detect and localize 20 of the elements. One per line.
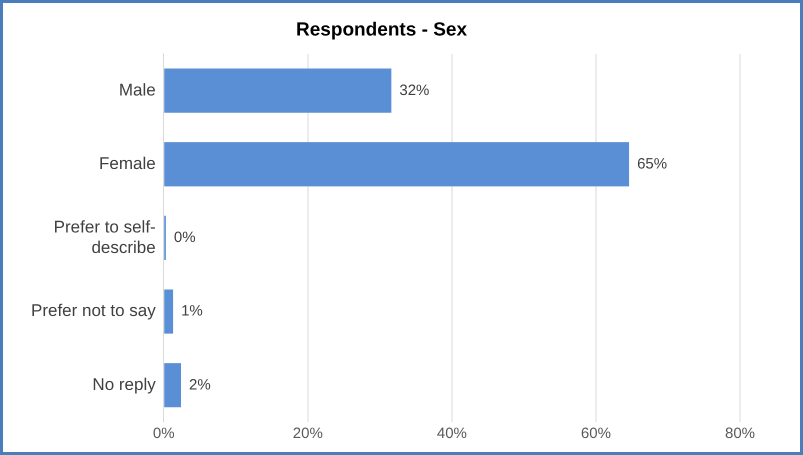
x-tick-label: 20% — [292, 425, 323, 442]
data-label: 1% — [181, 302, 203, 320]
bar — [164, 363, 182, 408]
data-label: 65% — [637, 155, 668, 172]
bar — [164, 289, 174, 334]
chart-title: Respondents - Sex — [296, 20, 468, 41]
data-label: 0% — [174, 229, 196, 246]
data-label: 2% — [189, 376, 211, 394]
bar — [164, 68, 392, 113]
x-tick-label: 40% — [436, 425, 467, 442]
y-tick-label: No reply — [92, 374, 156, 394]
y-tick-label: Prefer not to say — [30, 301, 156, 320]
y-tick-label: Prefer to self-describe — [54, 217, 156, 257]
bar — [164, 142, 630, 186]
y-tick-label: Male — [118, 80, 156, 100]
x-tick-label: 60% — [580, 425, 611, 442]
data-label: 32% — [399, 82, 430, 99]
y-tick-label: Female — [99, 154, 156, 173]
x-tick-label: 0% — [152, 425, 175, 442]
x-tick-label: 80% — [724, 425, 756, 442]
